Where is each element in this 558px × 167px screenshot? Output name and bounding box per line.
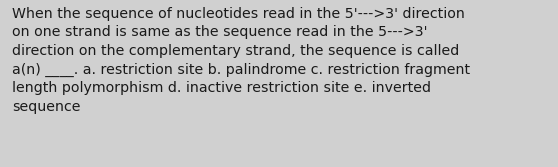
Text: When the sequence of nucleotides read in the 5'--->3' direction
on one strand is: When the sequence of nucleotides read in… (12, 7, 470, 114)
